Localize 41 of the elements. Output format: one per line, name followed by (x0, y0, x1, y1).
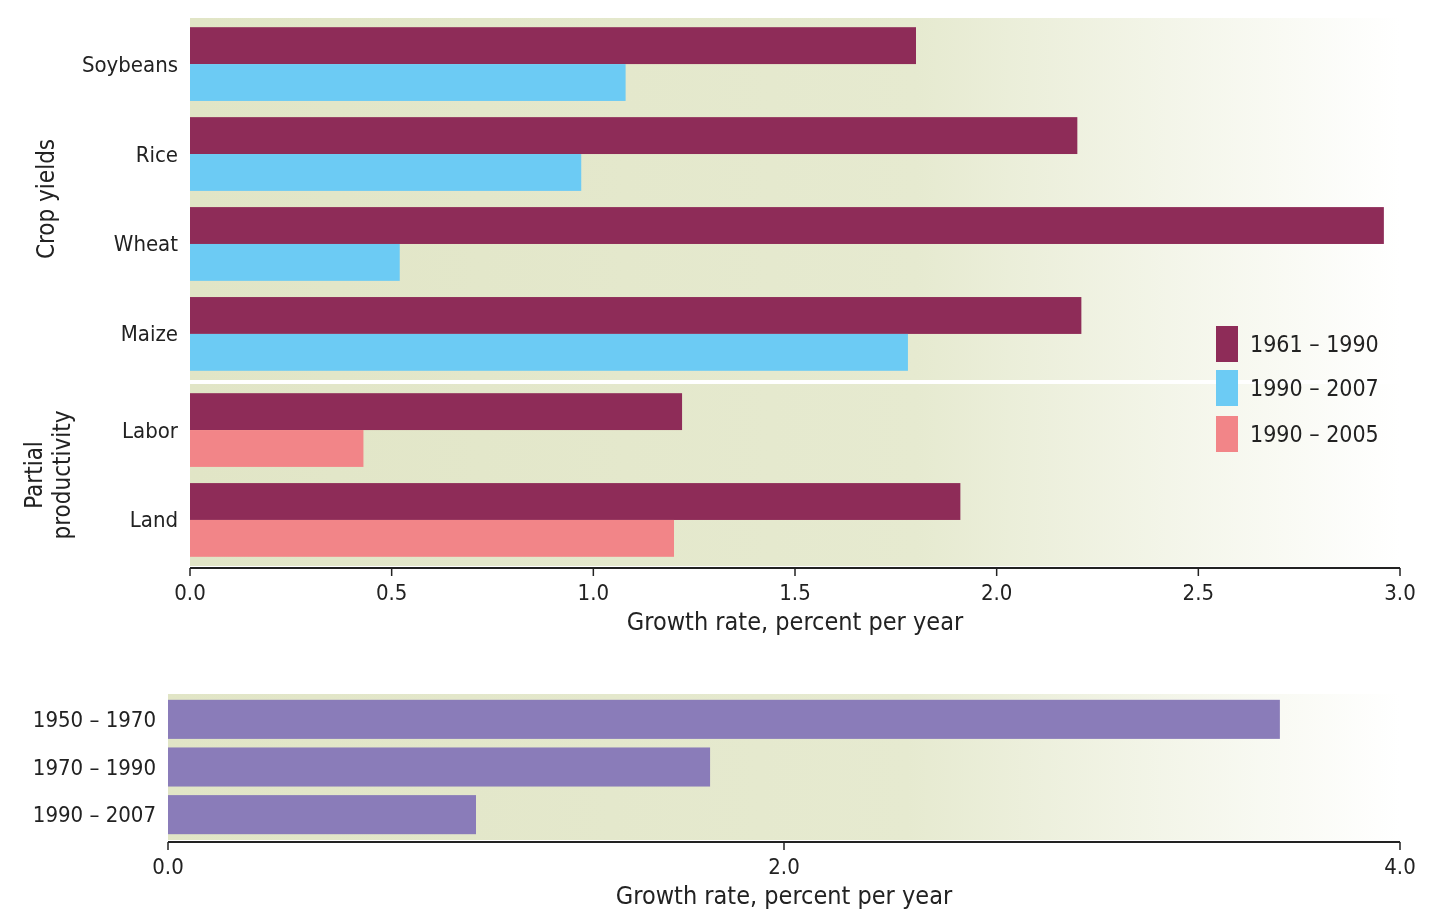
bar (190, 483, 961, 520)
x-axis-title: Growth rate, percent per year (626, 607, 964, 636)
x-tick-label: 2.0 (768, 854, 800, 879)
y-tick-label: 1950 – 1970 (32, 706, 156, 732)
bar (190, 430, 364, 467)
y-tick-label: 1990 – 2007 (32, 802, 156, 828)
bar (190, 393, 683, 431)
bar (190, 64, 626, 101)
x-tick-label: 2.0 (980, 580, 1013, 605)
y-axis-title: Crop yields (32, 138, 60, 260)
y-tick-label: Rice (135, 141, 178, 167)
bar (168, 747, 711, 787)
y-tick-label: Land (129, 507, 178, 533)
bar (190, 519, 674, 557)
bar (190, 207, 1384, 244)
bar (168, 795, 476, 835)
x-tick-label: 1.0 (577, 580, 610, 605)
x-tick-label: 1.5 (779, 580, 811, 605)
bar (190, 117, 1078, 155)
x-tick-label: 2.5 (1182, 580, 1215, 605)
y-tick-label: Soybeans (81, 51, 178, 77)
legend-label: 1990 – 2007 (1250, 375, 1379, 401)
x-tick-label: 0.5 (375, 580, 408, 605)
y-axis-title: Partial productivity (20, 410, 76, 540)
legend-label: 1990 – 2005 (1250, 421, 1379, 447)
x-tick-label: 0.0 (152, 854, 184, 879)
bar (190, 27, 916, 65)
bar (190, 243, 400, 281)
x-tick-label: 0.0 (174, 580, 206, 605)
bar (168, 699, 1280, 739)
y-tick-label: Wheat (113, 231, 179, 257)
bar (190, 297, 1082, 334)
bar (190, 333, 908, 371)
legend-label: 1961 – 1990 (1250, 331, 1379, 357)
x-tick-label: 3.0 (1384, 580, 1416, 605)
y-tick-label: Maize (120, 321, 178, 347)
x-axis-title: Growth rate, percent per year (615, 881, 953, 910)
y-tick-label: Labor (122, 417, 179, 443)
bar (190, 154, 582, 191)
y-tick-label: 1970 – 1990 (32, 754, 156, 780)
x-tick-label: 4.0 (1384, 854, 1416, 879)
